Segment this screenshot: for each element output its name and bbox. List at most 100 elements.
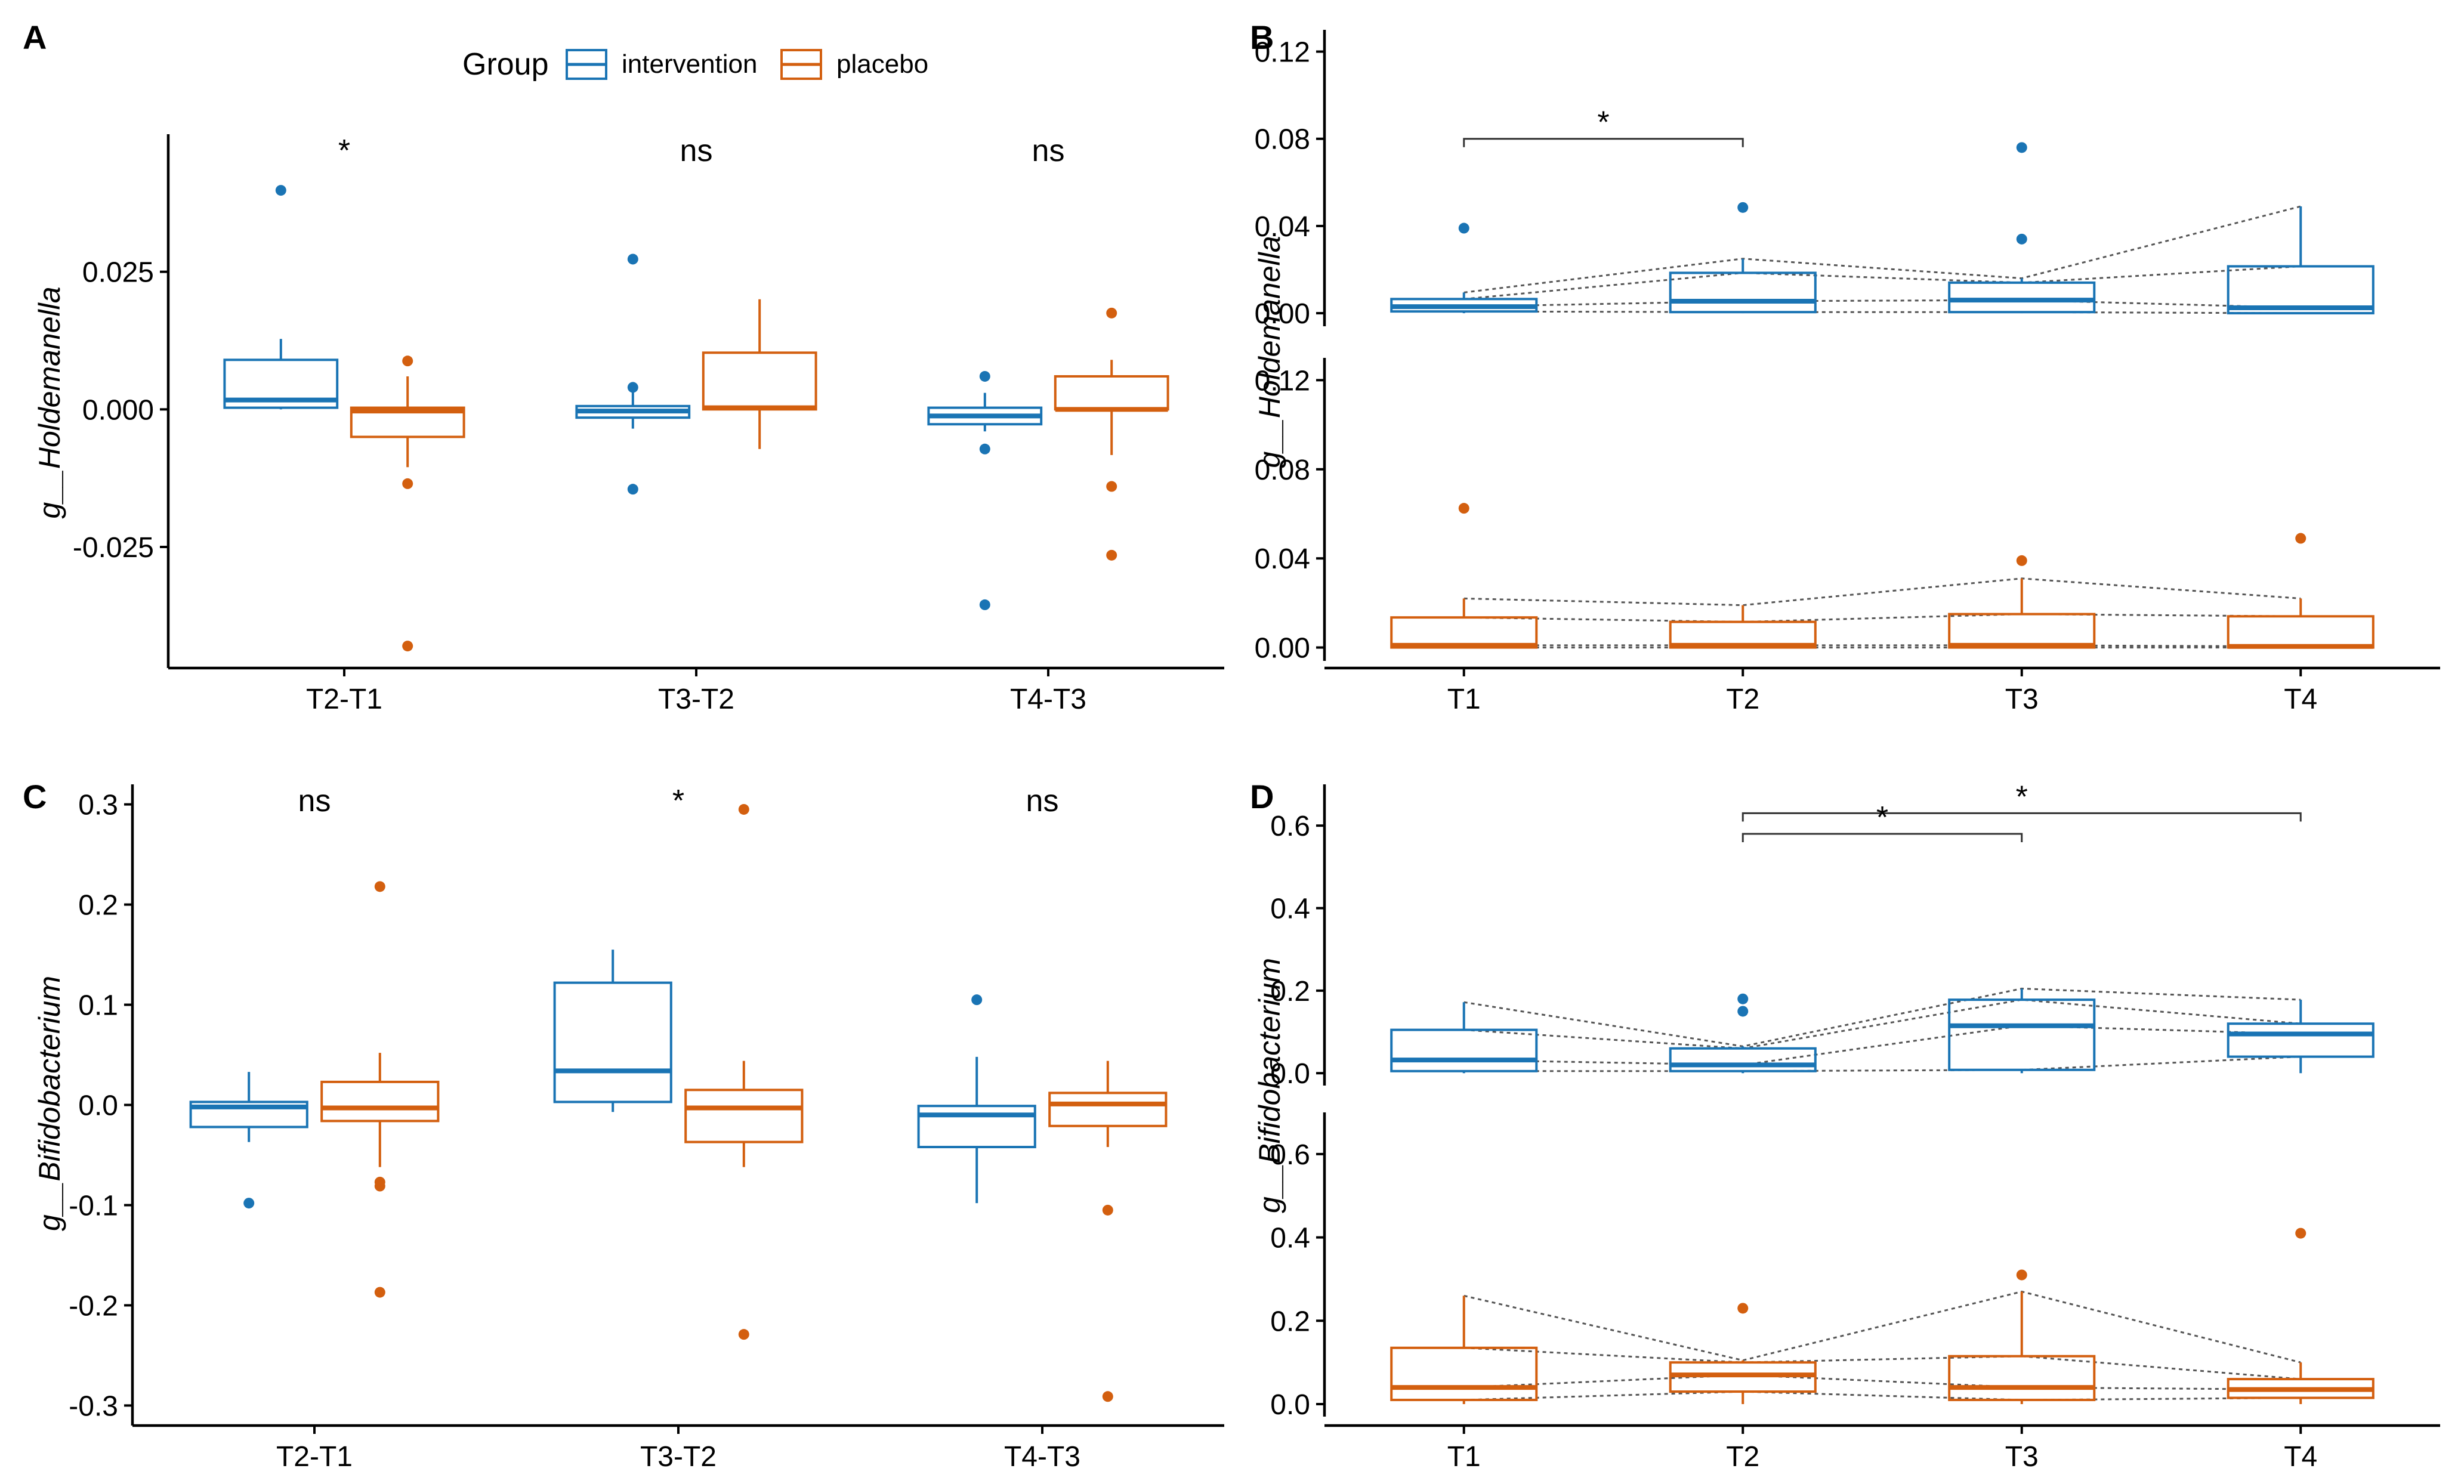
panel-letter-d: D [1250, 778, 1274, 815]
panel-b-placebo-2-outlier-0 [2016, 555, 2027, 566]
panel-b-intervention-3-iqr [2227, 265, 2375, 315]
panel-d-intervention-1-box [1669, 993, 1817, 1074]
panel-c-intervention-2-outlier-0 [971, 994, 983, 1006]
panel-a-intervention-2-outlier-1 [979, 443, 990, 455]
panel-d-x-tick-label-1: T2 [1726, 1441, 1759, 1473]
panel-d-intervention-1-outlier-1 [1737, 1006, 1749, 1017]
panel-d-placebo-2-iqr [1948, 1355, 2096, 1402]
panel-d-placebo-3-outlier-0 [2295, 1228, 2306, 1239]
panel-b-placebo-1-box [1669, 605, 1817, 649]
panel-c-x-tick-label-0: T2-T1 [276, 1441, 353, 1473]
panel-d-facet-0-trajectory-1 [1463, 998, 2301, 1050]
panel-b-facet-0-trajectory-0 [1463, 299, 2301, 309]
panel-d-facet-0-trajectory-2 [1463, 987, 2301, 1047]
panel-b-bracket-label-0: * [1597, 106, 1609, 140]
panel-a-placebo-2-outlier-0 [1106, 307, 1117, 319]
panel-b-x-tick-label-1: T2 [1726, 684, 1759, 715]
panel-b-placebo-3-iqr [2227, 615, 2375, 649]
panel-d-facet-1-trajectory-3 [1463, 1390, 2301, 1401]
panel-d-facet-0-y-tick-label-2: 0.4 [1270, 894, 1310, 925]
panel-c-placebo-2-outlier-0 [1102, 1204, 1113, 1216]
panel-d-placebo-2-outlier-0 [2016, 1269, 2027, 1281]
panel-c-placebo-1-outlier-0 [738, 803, 749, 815]
panel-b-placebo-2-iqr [1948, 613, 2096, 649]
panel-letter-b: B [1250, 18, 1274, 56]
panel-a-placebo-0-outlier-1 [402, 478, 413, 489]
panel-d-intervention-2-box [1948, 988, 2096, 1074]
panel-b-facet-0-trajectory-2 [1463, 205, 2301, 293]
panel-c-placebo-0-iqr [320, 1080, 440, 1123]
panel-d-intervention-3-box [2227, 1000, 2375, 1074]
panel-d-placebo-1-outlier-0 [1737, 1303, 1749, 1314]
panel-d-facet-0-y-tick-label-1: 0.2 [1270, 976, 1310, 1007]
panel-d-x-tick-label-0: T1 [1447, 1441, 1481, 1473]
panel-b-placebo-0-outlier-0 [1458, 503, 1469, 514]
panel-d-facet-0-trajectory-3 [1463, 1056, 2301, 1072]
panel-c-placebo-0-outlier-0 [374, 881, 385, 892]
panel-a-intervention-1-outlier-1 [627, 253, 638, 265]
panel-d-x-tick-label-3: T4 [2284, 1441, 2317, 1473]
panel-d-intervention-1-iqr [1669, 1047, 1817, 1072]
panel-c-y-tick-label-0: -0.3 [69, 1390, 118, 1422]
panel-a-intervention-1-outlier-2 [627, 484, 638, 495]
panel-d-intervention-0-box [1390, 1002, 1538, 1074]
legend-label-intervention: intervention [622, 50, 757, 79]
panel-b-x-tick-label-2: T3 [2005, 684, 2039, 715]
panel-b-intervention-2-iqr [1948, 281, 2096, 314]
panel-a-intervention-1-box [575, 253, 691, 495]
panel-c-y-tick-label-5: 0.2 [78, 890, 118, 922]
panel-b-intervention-2-outlier-1 [2016, 142, 2027, 153]
panel-c-x-tick-label-1: T3-T2 [640, 1441, 717, 1473]
panel-c-placebo-1-outlier-1 [738, 1329, 749, 1340]
panel-d-facet-1-y-tick-label-3: 0.6 [1270, 1139, 1310, 1171]
panel-b-placebo-0-box [1390, 503, 1538, 649]
panel-d-facet-0-y-tick-label-0: 0.0 [1270, 1058, 1310, 1090]
panel-c-intervention-1-iqr [553, 981, 672, 1103]
panel-c-y-tick-label-1: -0.2 [69, 1290, 118, 1322]
panel-b-facet-1-y-tick-label-1: 0.04 [1255, 543, 1310, 575]
panel-c-significance-2: ns [1026, 784, 1059, 818]
panel-c-y-tick-label-4: 0.1 [78, 990, 118, 1022]
panel-d-facet-1-y-tick-label-0: 0.0 [1270, 1389, 1310, 1421]
panel-d-intervention-0-iqr [1390, 1028, 1538, 1072]
panel-d-bracket-0 [1742, 812, 2302, 822]
legend-label-placebo: placebo [836, 50, 928, 79]
panel-d-placebo-0-iqr [1390, 1346, 1538, 1402]
panel-a-placebo-1-box [702, 299, 817, 449]
panel-b-facet-1-trajectory-1 [1463, 613, 2301, 623]
panel-a-x-tick-label-0: T2-T1 [306, 684, 382, 715]
panel-c-intervention-2-iqr [917, 1105, 1036, 1149]
panel-c-intervention-0-iqr [189, 1100, 308, 1129]
panel-b-intervention-1-iqr [1669, 271, 1817, 314]
panel-c-y-tick-label-3: 0.0 [78, 1090, 118, 1122]
panel-a-placebo-2-box [1054, 307, 1169, 561]
panel-d-facet-1-y-tick-label-2: 0.4 [1270, 1223, 1310, 1254]
panel-b-intervention-0-outlier-0 [1458, 222, 1469, 234]
panel-b-facet-1-y-tick-label-2: 0.08 [1255, 455, 1310, 486]
panel-d-bracket-label-0: * [2016, 780, 2028, 814]
panel-a-significance-2: ns [1032, 134, 1065, 168]
panel-b-facet-0-y-tick-label-2: 0.08 [1255, 124, 1310, 156]
panel-b-placebo-3-outlier-0 [2295, 533, 2306, 544]
panel-d-facet-1-trajectory-1 [1463, 1347, 2301, 1380]
panel-c-placebo-2-iqr [1048, 1092, 1168, 1127]
panel-b-placebo-3-box [2227, 533, 2375, 649]
panel-a-x-tick-label-1: T3-T2 [658, 684, 734, 715]
panel-a-intervention-0-box [223, 185, 339, 410]
panel-a-intervention-2-outlier-2 [979, 599, 990, 610]
panel-a-intervention-0-outlier-0 [275, 185, 286, 196]
panel-letter-c: C [23, 778, 47, 815]
panel-d-intervention-3-iqr [2227, 1022, 2375, 1058]
panel-b-x-tick-label-0: T1 [1447, 684, 1481, 715]
plot-layer: -0.025 0.000 0.025 T2-T1 T3-T2 T4-T3 * ns ns T1 T2… [69, 30, 2440, 1473]
panel-c-intervention-2-box [917, 994, 1036, 1204]
panel-d-facet-0-y-tick-label-3: 0.6 [1270, 811, 1310, 842]
panel-c-placebo-2-outlier-1 [1102, 1391, 1113, 1402]
panel-d-bracket-label-1: * [1876, 800, 1888, 835]
panel-a-intervention-0-iqr [223, 358, 339, 409]
panel-b-x-tick-label-3: T4 [2284, 684, 2317, 715]
panel-a-placebo-0-outlier-2 [402, 641, 413, 652]
panel-b-bracket-0 [1463, 138, 1744, 147]
panel-d-bracket-1 [1742, 833, 2023, 843]
panel-b-facet-0-trajectory-3 [1463, 310, 2301, 314]
